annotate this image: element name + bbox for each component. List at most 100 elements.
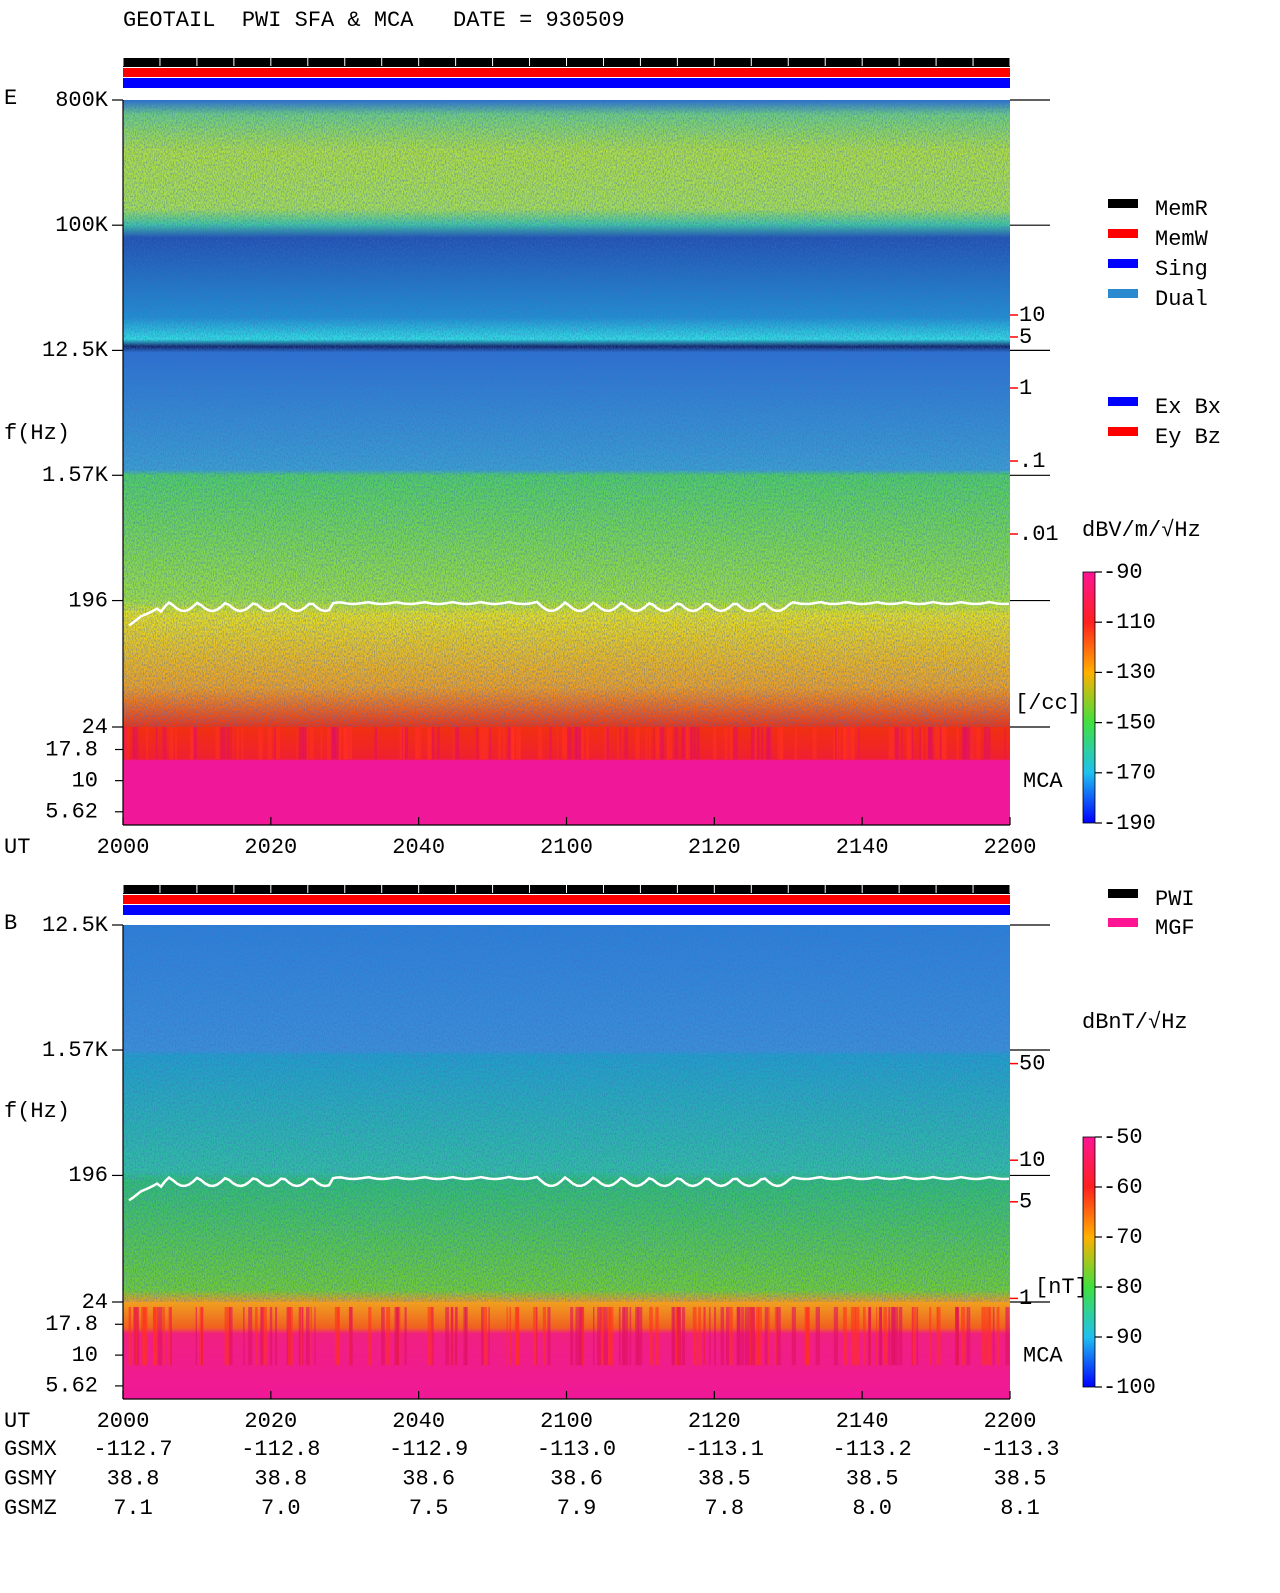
mca-streak (973, 727, 975, 760)
mca-streak (576, 727, 580, 760)
mca-streak (618, 1307, 621, 1366)
mca-streak (674, 727, 679, 760)
mca-streak (133, 727, 139, 760)
legend-label: Ey Bz (1155, 425, 1221, 450)
legend-label: Ex Bx (1155, 395, 1221, 420)
x-tick-label: 2140 (836, 1409, 889, 1434)
mca-streak (986, 1307, 991, 1366)
mca-streak (929, 1307, 932, 1366)
ephemeris-value: -113.1 (685, 1437, 764, 1462)
mca-streak (637, 1307, 643, 1366)
mca-streak (431, 727, 435, 760)
y-tick-label: 196 (68, 588, 108, 613)
density-tick-label: 5 (1019, 1190, 1032, 1215)
mca-streak (334, 727, 339, 760)
mca-streak (464, 1307, 468, 1366)
mca-streak (547, 1307, 551, 1366)
y-tick-label: 1.57K (42, 463, 109, 488)
y-tick-label: 100K (55, 213, 109, 238)
legend-label: Sing (1155, 257, 1208, 282)
mca-streak (497, 727, 502, 760)
ephemeris-value: 38.6 (402, 1466, 455, 1491)
mca-streak (928, 727, 933, 760)
mca-streak (255, 1307, 258, 1366)
mca-streak (976, 727, 981, 760)
mca-streak (878, 1307, 883, 1366)
mca-streak (475, 727, 477, 760)
mca-streak (299, 727, 304, 760)
legend-label: MemR (1155, 197, 1208, 222)
mca-streak (836, 727, 839, 760)
mca-streak (483, 727, 488, 760)
panel-label: E (4, 86, 17, 111)
mca-streak (269, 1307, 273, 1366)
legend-swatch (1108, 229, 1138, 238)
mca-streak (224, 1307, 229, 1366)
mca-streak (215, 727, 221, 760)
colorbar-tick-label: -130 (1103, 660, 1156, 685)
mca-streak (676, 1307, 681, 1366)
mca-streak (600, 1307, 605, 1366)
mca-streak (888, 727, 893, 760)
mca-streak (507, 727, 511, 760)
y-tick-label: 24 (82, 715, 108, 740)
mca-streak (981, 1307, 986, 1366)
mca-streak (833, 1307, 839, 1366)
mca-streak (876, 1307, 878, 1366)
colorbar-tick-label: -90 (1103, 560, 1143, 585)
mca-streak (683, 727, 689, 760)
mca-tick-label: 10 (72, 768, 98, 793)
y-tick-label: 1.57K (42, 1038, 109, 1063)
mca-streak (843, 727, 847, 760)
mca-streak (579, 1307, 583, 1366)
x-tick-label: 2200 (984, 835, 1037, 860)
mca-streak (629, 1307, 632, 1366)
mca-streak (511, 727, 515, 760)
mca-streak (758, 1307, 763, 1366)
mca-streak (858, 727, 860, 760)
mca-streak (169, 727, 174, 760)
mca-streak (755, 1307, 760, 1366)
mca-streak (846, 727, 850, 760)
colorbar-tick-label: -80 (1103, 1275, 1143, 1300)
mca-streak (386, 1307, 391, 1366)
mca-streak (850, 1307, 856, 1366)
legend-swatch (1108, 889, 1138, 898)
density-unit: [nT] (1035, 1275, 1088, 1300)
mca-streak (417, 727, 422, 760)
mca-streak (575, 1307, 581, 1366)
mca-streak (850, 727, 855, 760)
mca-streak (698, 1307, 701, 1366)
mca-streak (970, 727, 974, 760)
mca-streak (437, 727, 440, 760)
x-tick-label: 2100 (540, 1409, 593, 1434)
spectrogram-noise (123, 100, 1010, 727)
legend-label: MGF (1155, 916, 1195, 941)
mca-streak (686, 727, 691, 760)
mca-streak (509, 1307, 512, 1366)
mca-streak (162, 727, 167, 760)
status-bar (123, 68, 1010, 77)
mca-streak (733, 727, 738, 760)
mca-streak (764, 1307, 768, 1366)
mca-streak (128, 1307, 130, 1366)
mca-streak (681, 1307, 686, 1366)
mca-streak (579, 727, 582, 760)
y-tick-label: 24 (82, 1290, 108, 1315)
mca-streak (405, 727, 408, 760)
mca-streak (231, 727, 233, 760)
density-tick-label: 1 (1019, 1286, 1032, 1311)
colorbar-tick-label: -90 (1103, 1325, 1143, 1350)
mca-streak (791, 1307, 796, 1366)
x-tick-label: 2040 (392, 1409, 445, 1434)
mca-label: MCA (1023, 769, 1063, 794)
mca-streak (704, 1307, 706, 1366)
mca-streak (942, 727, 947, 760)
mca-streak (416, 727, 419, 760)
mca-streak (835, 727, 837, 760)
x-tick-label: 2200 (984, 1409, 1037, 1434)
mca-streak (262, 1307, 267, 1366)
mca-streak (919, 727, 922, 760)
mca-streak (479, 727, 485, 760)
mca-streak (883, 1307, 888, 1366)
